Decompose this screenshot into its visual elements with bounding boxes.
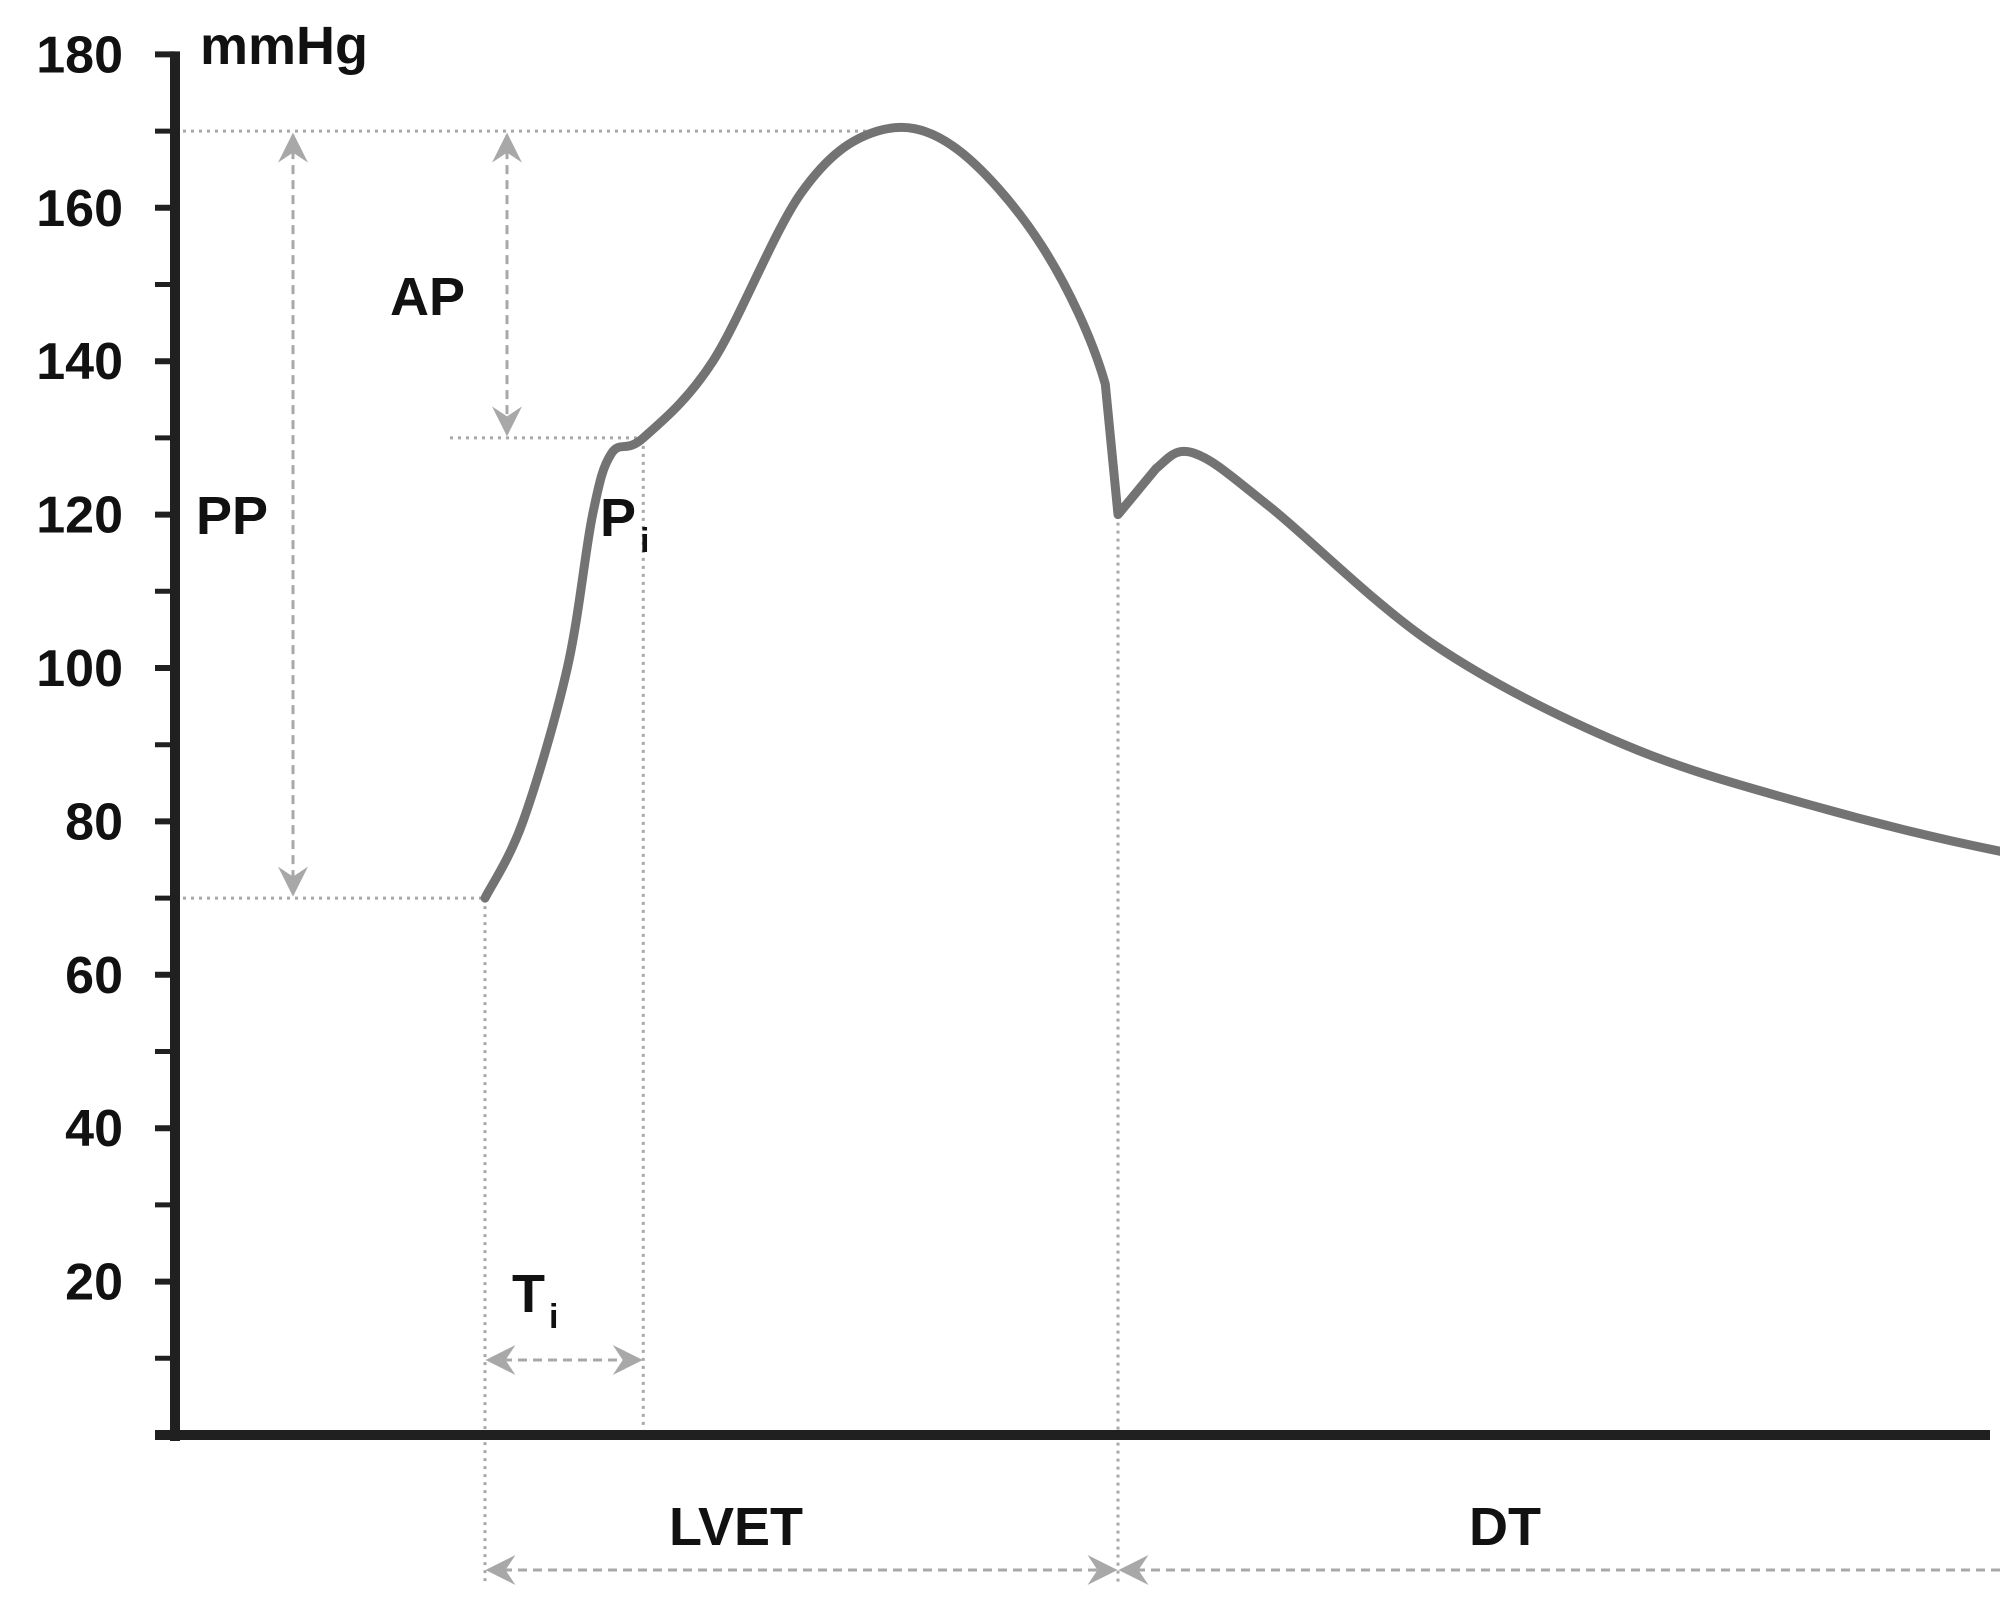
y-tick-label: 40 <box>65 1100 123 1158</box>
y-tick-label: 140 <box>36 333 123 391</box>
y-tick-label: 60 <box>65 947 123 1005</box>
y-tick-label: 100 <box>36 640 123 698</box>
pp-label: PP <box>196 486 268 546</box>
y-axis-unit-label: mmHg <box>200 16 368 76</box>
y-tick-label: 180 <box>36 26 123 84</box>
pressure-curve <box>480 122 2000 903</box>
ti-label-main: T <box>512 1264 545 1324</box>
y-tick-label: 160 <box>36 180 123 238</box>
pi-label-main: P <box>600 488 636 548</box>
ap-label: AP <box>390 267 465 327</box>
dt-label: DT <box>1469 1497 1541 1557</box>
ti-label-subscript: i <box>549 1298 558 1336</box>
lvet-label: LVET <box>669 1497 803 1557</box>
y-tick-label: 120 <box>36 487 123 545</box>
pi-label-subscript: i <box>640 522 649 560</box>
y-tick-label: 80 <box>65 793 123 851</box>
y-tick-label: 20 <box>65 1254 123 1312</box>
